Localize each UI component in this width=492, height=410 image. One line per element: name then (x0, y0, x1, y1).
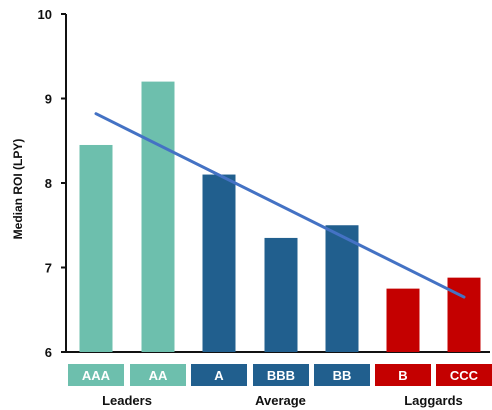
group-labels: Leaders Average Laggards (102, 393, 463, 408)
category-label-a: A (214, 368, 224, 383)
bar-aa (141, 81, 175, 352)
bars (79, 81, 481, 352)
group-label-average: Average (255, 393, 306, 408)
y-tick-label: 7 (45, 261, 52, 276)
bar-b (386, 288, 420, 352)
category-label-box (375, 364, 431, 386)
category-label-box (314, 364, 370, 386)
bar-ccc (447, 277, 481, 352)
y-tick-label: 8 (45, 176, 52, 191)
y-tick-label: 9 (45, 92, 52, 107)
category-labels: AAA AA A BBB BB B CCC (68, 364, 492, 386)
bar-bbb (264, 237, 298, 352)
y-axis-title: Median ROI (LPY) (11, 139, 25, 240)
category-label-box (130, 364, 186, 386)
category-label-bb: BB (333, 368, 352, 383)
group-label-laggards: Laggards (404, 393, 463, 408)
trendline-layer (94, 112, 466, 299)
y-tick-label: 6 (45, 345, 52, 360)
bar-aaa (79, 144, 113, 352)
y-ticks: 6 7 8 9 10 (38, 7, 66, 360)
group-label-leaders: Leaders (102, 393, 152, 408)
bar-a (202, 174, 236, 352)
trendline (94, 112, 466, 299)
category-label-aaa: AAA (82, 368, 111, 383)
category-label-aa: AA (149, 368, 168, 383)
y-tick-label: 10 (38, 7, 52, 22)
category-label-box (436, 364, 492, 386)
category-label-bbb: BBB (267, 368, 295, 383)
category-label-box (68, 364, 124, 386)
category-label-box (253, 364, 309, 386)
category-label-ccc: CCC (450, 368, 479, 383)
bar-bb (325, 225, 359, 352)
category-label-b: B (398, 368, 407, 383)
category-label-box (191, 364, 247, 386)
